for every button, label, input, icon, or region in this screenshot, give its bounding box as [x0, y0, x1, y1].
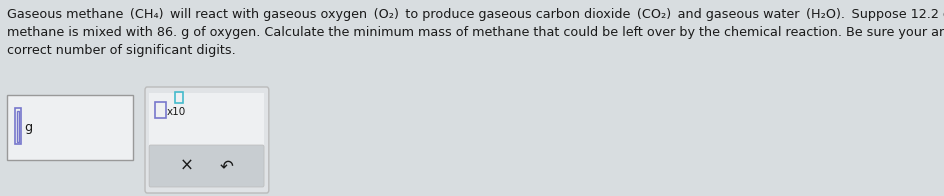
FancyBboxPatch shape: [149, 145, 264, 187]
Text: ↶: ↶: [220, 157, 234, 175]
Bar: [175, 92, 182, 103]
Bar: [15, 108, 21, 144]
Text: Gaseous methane  (CH₄)  will react with gaseous oxygen  (O₂)  to produce gaseous: Gaseous methane (CH₄) will react with ga…: [7, 8, 944, 21]
Text: ×: ×: [179, 157, 194, 175]
Bar: [17, 111, 20, 142]
Bar: [155, 102, 165, 118]
Text: x10: x10: [166, 107, 185, 117]
Bar: [149, 93, 264, 145]
Text: correct number of significant digits.: correct number of significant digits.: [7, 44, 236, 57]
FancyBboxPatch shape: [145, 87, 269, 193]
Text: g: g: [25, 121, 33, 134]
Text: methane is mixed with 86. g of oxygen. Calculate the minimum mass of methane tha: methane is mixed with 86. g of oxygen. C…: [7, 26, 944, 39]
Bar: [7, 95, 133, 160]
